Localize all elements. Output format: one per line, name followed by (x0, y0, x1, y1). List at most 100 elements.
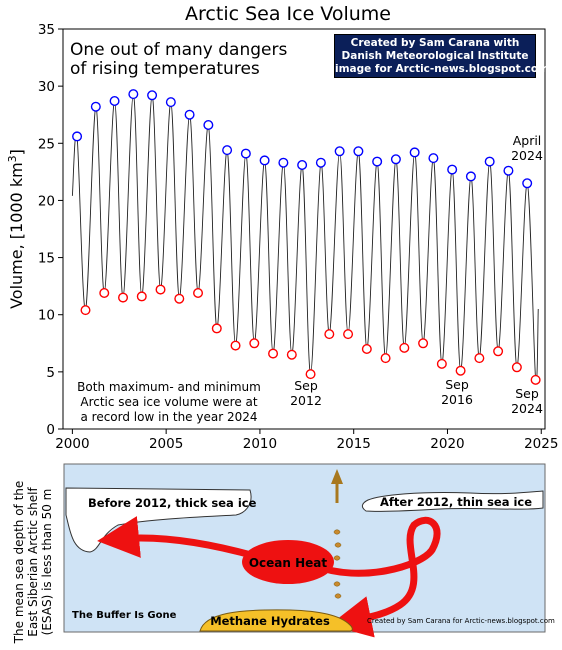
max-volume-point (240, 148, 251, 159)
max-volume-point (184, 109, 195, 120)
y-axis-label: Volume, [1000 km3] (6, 149, 26, 309)
max-volume-point (203, 119, 214, 130)
heat-arrow-left (97, 516, 263, 562)
max-volume-point (390, 154, 401, 165)
y-tick-label: 30 (38, 79, 55, 95)
min-volume-point (174, 293, 185, 304)
min-volume-point (436, 358, 447, 369)
min-volume-point (530, 374, 541, 385)
y-tick-label: 20 (38, 193, 55, 209)
min-volume-point (99, 288, 110, 299)
credit-line-3: image for Arctic-news.blogspot.com (335, 63, 550, 75)
min-volume-point (305, 369, 316, 380)
x-tick-label: 2005 (149, 436, 183, 452)
april-2024-label-year: 2024 (511, 148, 543, 163)
sep-2016-label-year: 2016 (441, 392, 473, 407)
y-tick-label: 10 (38, 308, 55, 324)
ocean-heat-label: Ocean Heat (249, 556, 328, 570)
sep-2012-label-year: 2012 (290, 393, 322, 408)
chart-title: Arctic Sea Ice Volume (185, 3, 391, 25)
min-volume-point (155, 284, 166, 295)
before-2012-label: Before 2012, thick sea ice (88, 496, 257, 510)
heat-arrow-right (314, 516, 441, 638)
ocean-heat-blob (242, 540, 334, 584)
max-volume-point (259, 155, 270, 166)
max-volume-point (72, 131, 83, 142)
max-volume-point (428, 153, 439, 164)
max-volume-point (447, 164, 458, 175)
methane-hydrates-label: Methane Hydrates (210, 614, 330, 628)
credit-box: Created by Sam Carana with Danish Meteor… (334, 34, 550, 78)
min-volume-point (418, 338, 429, 349)
methane-bubble (334, 542, 342, 548)
y-tick-label: 25 (38, 136, 55, 152)
sep-2012-label-month: Sep (294, 378, 318, 393)
buffer-gone-label: The Buffer Is Gone (72, 610, 177, 621)
min-volume-point (211, 323, 222, 334)
x-tick-label: 2015 (337, 436, 371, 452)
max-volume-point (90, 101, 101, 112)
max-volume-point (353, 146, 364, 157)
y-tick-label: 35 (38, 22, 55, 38)
min-volume-point (286, 349, 297, 360)
volume-series-line (71, 93, 539, 384)
series-line-group (71, 93, 539, 384)
min-volume-point (399, 342, 410, 353)
methane-bubble (333, 529, 341, 535)
max-volume-point (147, 90, 158, 101)
x-tick-label: 2020 (430, 436, 464, 452)
methane-bubble (333, 581, 341, 587)
x-tick-label: 2025 (524, 436, 558, 452)
ocean-heat-diagram: Before 2012, thick sea ice After 2012, t… (63, 463, 555, 638)
max-volume-point (165, 97, 176, 108)
min-volume-point (380, 353, 391, 364)
min-volume-point (511, 362, 522, 373)
max-volume-point (278, 157, 289, 168)
methane-rise-arrow-head (331, 469, 343, 484)
max-volume-point (522, 178, 533, 189)
min-volume-point (230, 340, 241, 351)
headline-line-1: One out of many dangers (70, 40, 287, 60)
max-volume-point (315, 157, 326, 168)
min-volume-point (455, 365, 466, 376)
credit-line-2: Danish Meteorological Institute (341, 50, 529, 62)
methane-hydrates-deposit (199, 609, 353, 632)
max-volume-point (128, 89, 139, 100)
max-volume-point (465, 171, 476, 182)
credit-line-1: Created by Sam Carana with (350, 37, 520, 49)
min-volume-point (474, 353, 485, 364)
min-volume-point (193, 288, 204, 299)
max-volume-point (372, 156, 383, 167)
thin-sea-ice (361, 490, 544, 512)
max-volume-point (109, 95, 120, 106)
min-volume-point (249, 338, 260, 349)
max-volume-point (409, 147, 420, 158)
sep-2016-label-month: Sep (445, 377, 469, 392)
plot-frame (62, 28, 546, 430)
min-volume-point (493, 346, 504, 357)
sep-2024-label-year: 2024 (511, 401, 543, 416)
record-note-line-1: Both maximum- and minimum (77, 380, 261, 394)
april-2024-label-month: April (513, 133, 542, 148)
x-tick-label: 2000 (55, 436, 89, 452)
record-note-line-3: a record low in the year 2024 (80, 410, 257, 424)
min-volume-point (80, 305, 91, 316)
min-volume-point (324, 329, 335, 340)
max-volume-point (484, 156, 495, 167)
max-volume-point (297, 159, 308, 170)
record-note-line-2: Arctic sea ice volume were at (80, 395, 258, 409)
marker-group (72, 89, 541, 385)
min-volume-point (361, 344, 372, 355)
min-volume-point (118, 292, 129, 303)
min-volume-point (268, 348, 279, 359)
max-volume-point (503, 165, 514, 176)
y-tick-label: 0 (46, 422, 55, 438)
max-volume-point (222, 145, 233, 156)
after-2012-label: After 2012, thin sea ice (380, 495, 532, 509)
sep-2024-label-month: Sep (515, 386, 539, 401)
methane-bubble (334, 593, 342, 599)
methane-bubble (333, 555, 341, 561)
min-volume-point (343, 329, 354, 340)
sea-ice-volume-chart: Arctic Sea Ice Volume 2000 2005 2010 2015 20… (6, 3, 559, 452)
